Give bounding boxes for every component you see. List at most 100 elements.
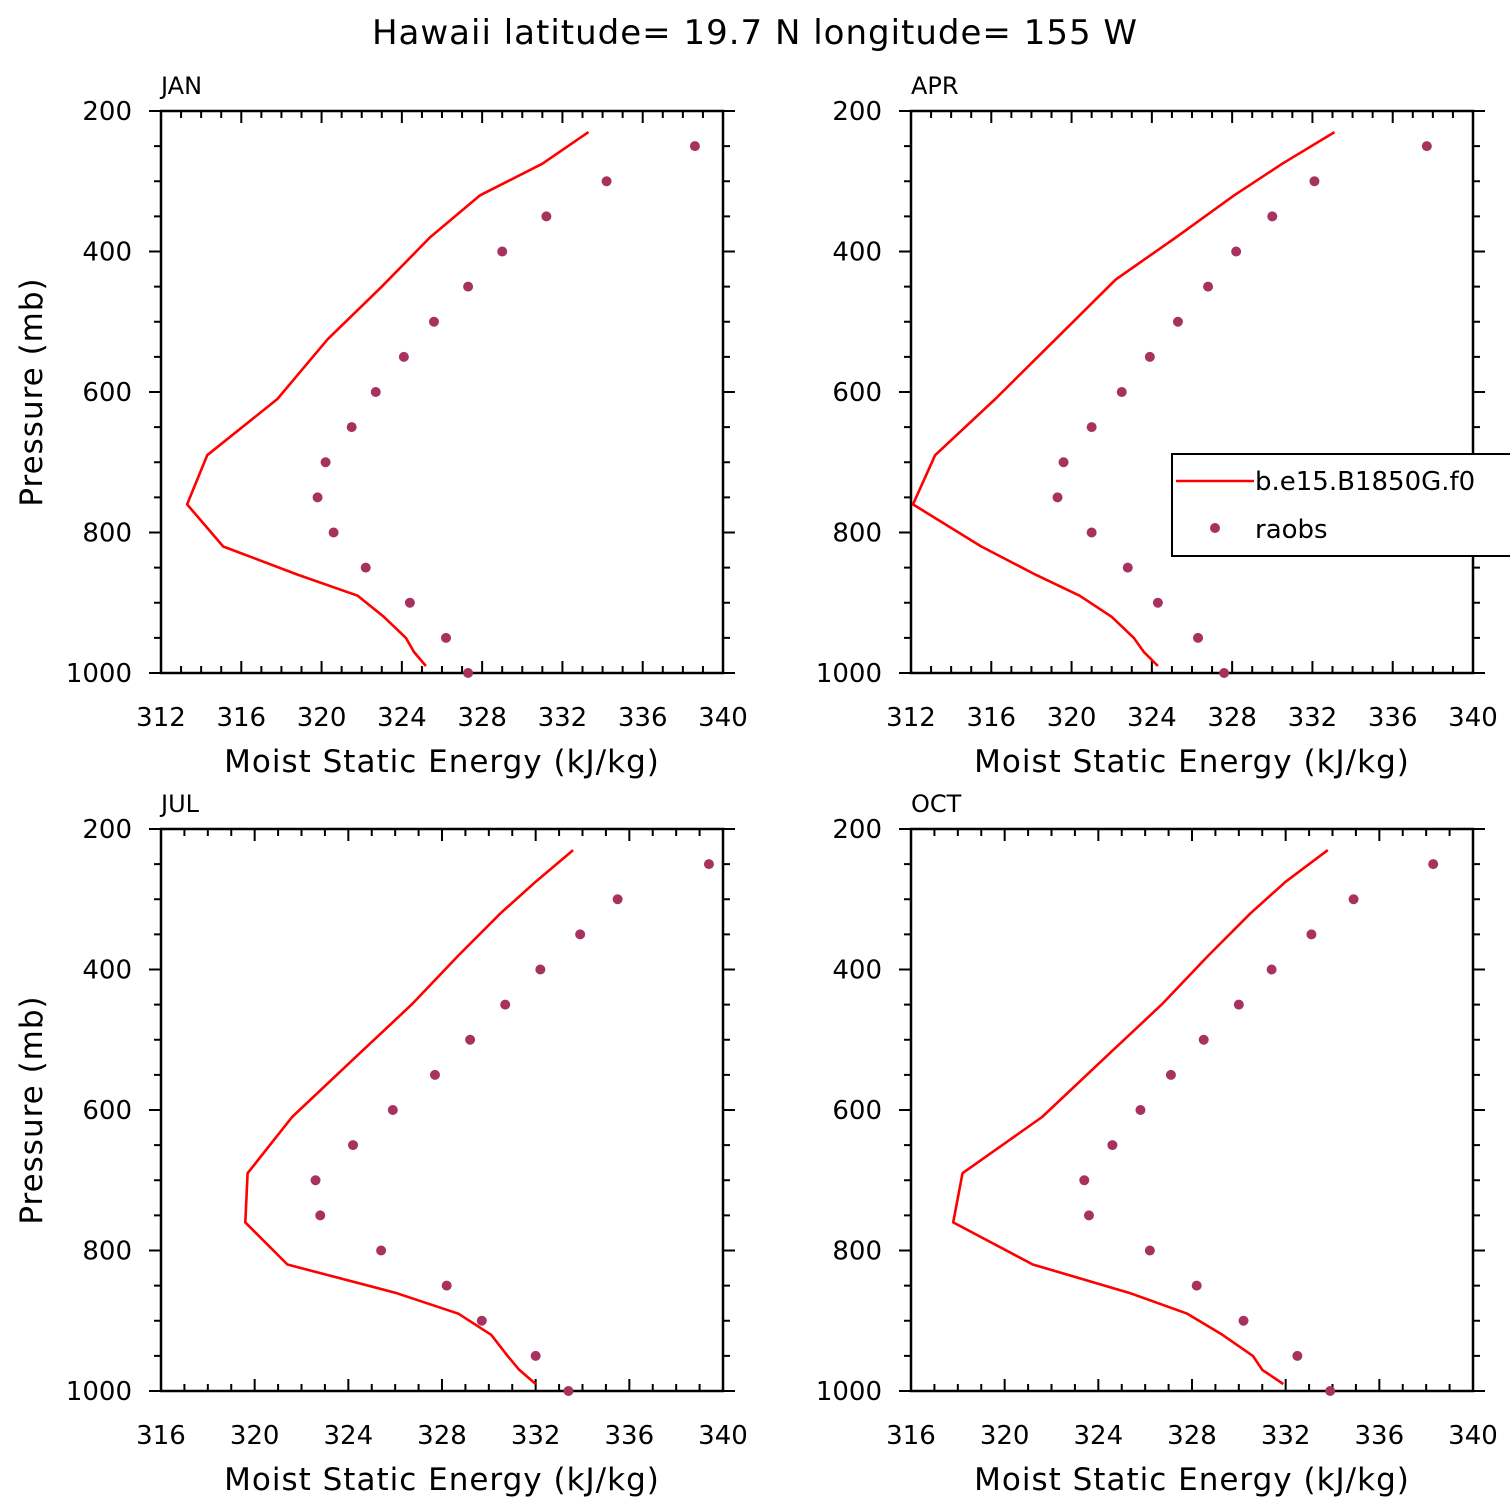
x-tick-label: 340 (1448, 1421, 1498, 1451)
raobs-point (1165, 1069, 1176, 1080)
raobs-point (1233, 999, 1244, 1010)
y-tick-label: 600 (82, 378, 132, 408)
raobs-point (1152, 597, 1163, 608)
y-tick-label: 800 (832, 519, 882, 549)
model-profile-line (911, 130, 1336, 667)
x-tick-label: 328 (457, 703, 507, 733)
raobs-point (315, 1210, 326, 1221)
raobs-points (1052, 141, 1432, 678)
panel-month-label: OCT (911, 790, 962, 818)
y-tick-label: 400 (82, 956, 132, 986)
raobs-point (441, 1280, 452, 1291)
x-tick-label: 332 (511, 1421, 561, 1451)
panel-month-label: JAN (159, 72, 202, 100)
plot-frame (159, 827, 725, 1393)
x-tick-label: 332 (538, 703, 588, 733)
raobs-point (1079, 1175, 1090, 1186)
raobs-point (404, 597, 415, 608)
y-tick-label: 1000 (816, 659, 882, 689)
y-tick-label: 600 (832, 378, 882, 408)
panel-month-label: APR (911, 72, 959, 100)
raobs-point (1292, 1350, 1303, 1361)
y-tick-label: 200 (832, 815, 882, 845)
raobs-point (1238, 1315, 1249, 1326)
x-axis-label: Moist Static Energy (kJ/kg) (224, 1462, 660, 1498)
panel-oct: OCT 316 320 324 328 332 336 340 200 400 600 800 1000… (816, 790, 1498, 1498)
x-tick-label: 312 (886, 703, 936, 733)
y-tick-marks (149, 828, 735, 1392)
raobs-point (1306, 929, 1317, 940)
x-axis-label: Moist Static Energy (kJ/kg) (974, 1462, 1410, 1498)
x-tick-label: 320 (1047, 703, 1097, 733)
plot-frame (909, 109, 1475, 675)
raobs-point (1421, 141, 1432, 152)
raobs-point (465, 1034, 476, 1045)
raobs-points (310, 859, 714, 1396)
x-axis-label: Moist Static Energy (kJ/kg) (974, 744, 1410, 780)
y-tick-label: 600 (832, 1096, 882, 1126)
raobs-point (398, 351, 409, 362)
x-tick-label: 328 (1167, 1421, 1217, 1451)
raobs-point (1144, 1245, 1155, 1256)
raobs-point (1193, 632, 1204, 643)
x-tick-label: 324 (1127, 703, 1177, 733)
y-tick-label: 400 (82, 238, 132, 268)
raobs-point (689, 141, 700, 152)
raobs-point (535, 964, 546, 975)
y-tick-label: 1000 (66, 1377, 132, 1407)
raobs-point (1198, 1034, 1209, 1045)
raobs-points (1079, 859, 1439, 1396)
raobs-point (612, 894, 623, 905)
raobs-point (500, 999, 511, 1010)
raobs-point (1266, 964, 1277, 975)
raobs-point (1231, 246, 1242, 257)
y-tick-label: 200 (832, 97, 882, 127)
y-tick-marks (899, 110, 1485, 674)
y-tick-label: 200 (82, 97, 132, 127)
raobs-point (601, 176, 612, 187)
raobs-point (541, 211, 552, 222)
raobs-points (312, 141, 700, 678)
x-tick-marks (910, 829, 1474, 1391)
raobs-point (463, 668, 474, 678)
x-tick-label: 336 (618, 703, 668, 733)
raobs-point (1122, 562, 1133, 573)
raobs-point (530, 1350, 541, 1361)
panel-jan: JAN 312 316 320 324 328 332 336 340 200 400 600 800 1… (14, 72, 748, 780)
figure-title: Hawaii latitude= 19.7 N longitude= 155 W (372, 13, 1138, 53)
y-tick-marks (149, 110, 735, 674)
raobs-point (703, 859, 714, 870)
legend-obs-swatch (1210, 523, 1220, 533)
x-tick-marks (910, 111, 1474, 673)
raobs-point (1325, 1386, 1336, 1396)
y-tick-label: 800 (82, 1237, 132, 1267)
legend-model-label: b.e15.B1850G.f0 (1255, 467, 1475, 497)
raobs-point (429, 1069, 440, 1080)
raobs-point (497, 246, 508, 257)
x-tick-label: 316 (216, 703, 266, 733)
raobs-point (360, 562, 371, 573)
x-tick-label: 336 (1368, 703, 1418, 733)
raobs-point (370, 387, 381, 397)
raobs-point (312, 492, 323, 503)
raobs-point (1058, 457, 1069, 468)
raobs-point (1309, 176, 1320, 187)
raobs-point (1267, 211, 1278, 222)
x-tick-label: 336 (1355, 1421, 1405, 1451)
x-tick-marks (160, 829, 724, 1391)
model-profile-line (951, 849, 1329, 1386)
x-tick-label: 336 (605, 1421, 655, 1451)
model-profile-line (244, 849, 574, 1385)
x-tick-label: 324 (1074, 1421, 1124, 1451)
legend: b.e15.B1850G.f0 raobs (1171, 453, 1510, 557)
x-axis-label: Moist Static Energy (kJ/kg) (224, 744, 660, 780)
raobs-point (441, 632, 452, 643)
panel-jul: JUL 316 320 324 328 332 336 340 200 400 600 800 1000… (14, 790, 748, 1498)
raobs-point (1191, 1280, 1202, 1291)
raobs-point (1116, 387, 1127, 397)
x-tick-label: 316 (136, 1421, 186, 1451)
raobs-point (428, 316, 439, 327)
x-tick-label: 328 (417, 1421, 467, 1451)
y-tick-label: 1000 (66, 659, 132, 689)
raobs-point (563, 1386, 574, 1396)
